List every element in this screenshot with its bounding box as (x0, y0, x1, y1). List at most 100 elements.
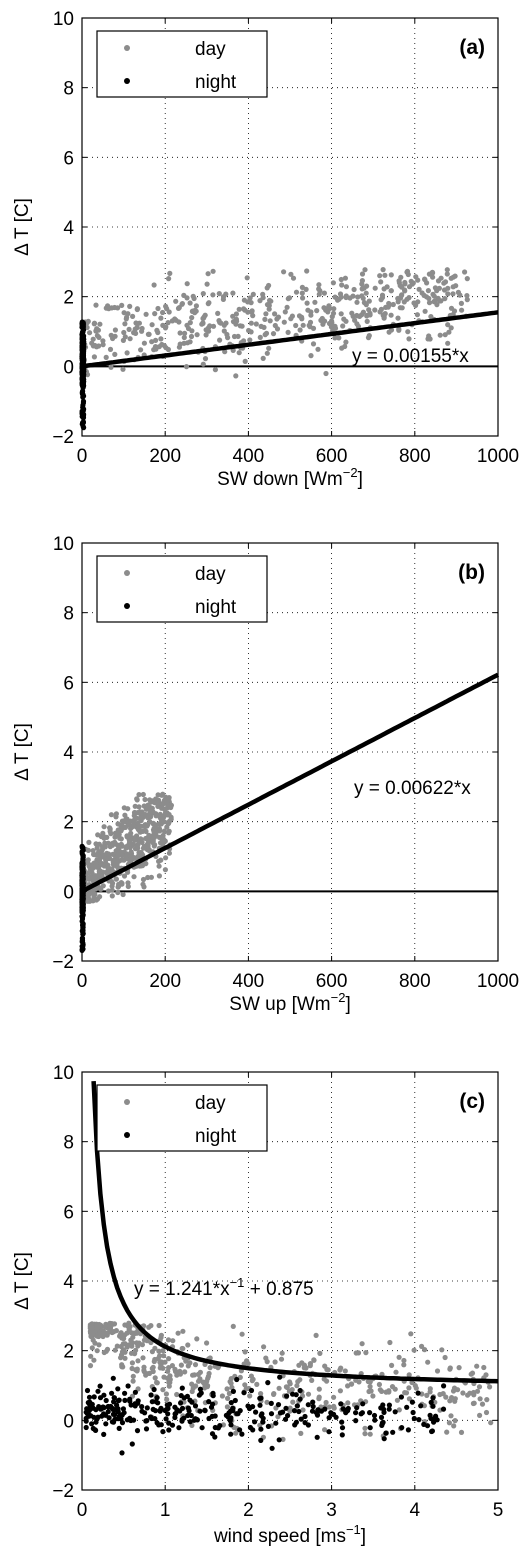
day-point-a (194, 332, 200, 338)
day-point-c (387, 1339, 393, 1346)
night-point-c (209, 1413, 215, 1419)
day-point-a (437, 298, 443, 304)
day-point-a (84, 372, 91, 378)
day-point-a (332, 294, 338, 300)
fit-equation-a: y = 0.00155*x (352, 346, 469, 367)
night-point-c (187, 1419, 193, 1425)
y-tick-label-b: −2 (52, 952, 74, 973)
night-point-c (252, 1419, 258, 1425)
day-point-c (396, 1407, 402, 1413)
day-point-b (102, 844, 108, 850)
day-point-c (207, 1365, 213, 1371)
day-point-c (421, 1403, 427, 1409)
night-point-c (134, 1428, 141, 1434)
day-point-a (414, 312, 420, 318)
night-point-c (339, 1425, 346, 1431)
day-point-a (172, 316, 178, 322)
day-point-b (131, 836, 138, 842)
day-point-c (447, 1398, 453, 1404)
night-point-c (116, 1425, 122, 1431)
day-point-a (336, 335, 342, 341)
day-point-b (156, 801, 162, 807)
day-point-a (120, 337, 126, 343)
day-point-b (118, 836, 124, 842)
night-point-c (237, 1408, 243, 1414)
day-point-a (237, 323, 243, 329)
day-point-a (246, 327, 252, 334)
day-point-a (359, 281, 365, 287)
day-point-a (396, 327, 402, 333)
night-point-c (228, 1422, 234, 1428)
day-point-c (298, 1430, 304, 1436)
day-point-a (432, 285, 438, 291)
day-point-a (126, 326, 132, 332)
day-point-a (121, 329, 127, 336)
night-point-c (109, 1390, 115, 1396)
day-point-c (114, 1343, 120, 1349)
night-point-c (353, 1410, 359, 1416)
legend-label-night-c: night (195, 1126, 237, 1147)
day-point-b (115, 827, 121, 833)
x-axis-label-b: SW up [Wm−2] (229, 990, 350, 1015)
day-point-c (158, 1332, 164, 1338)
day-point-b (140, 791, 146, 798)
day-point-a (205, 271, 211, 277)
day-point-a (184, 295, 190, 301)
day-point-c (338, 1365, 344, 1371)
day-point-a (90, 336, 96, 342)
day-point-c (245, 1361, 251, 1367)
day-point-c (257, 1422, 263, 1428)
day-point-c (476, 1384, 483, 1390)
night-point-c (228, 1400, 234, 1406)
x-tick-label-b: 800 (399, 971, 431, 992)
day-point-a (422, 308, 428, 314)
day-point-c (316, 1386, 322, 1392)
day-point-c (156, 1322, 162, 1329)
night-point-c (265, 1423, 271, 1429)
day-point-b (109, 887, 115, 893)
night-point-c (276, 1437, 282, 1443)
day-point-b (166, 830, 172, 836)
day-point-c (460, 1390, 466, 1396)
day-point-b (109, 893, 115, 899)
day-point-a (342, 275, 348, 281)
night-point-c (314, 1434, 320, 1440)
night-point-c (360, 1401, 366, 1407)
day-point-a (321, 290, 327, 296)
day-point-c (287, 1405, 293, 1411)
night-point-c (440, 1406, 447, 1412)
day-point-b (145, 836, 151, 843)
day-point-b (98, 886, 104, 892)
day-point-c (331, 1394, 337, 1400)
day-point-a (343, 318, 349, 324)
night-point-c (212, 1424, 218, 1431)
day-point-c (401, 1357, 407, 1364)
day-point-c (167, 1379, 173, 1386)
day-point-c (180, 1346, 186, 1352)
night-point-c (197, 1408, 203, 1414)
day-point-a (388, 288, 394, 294)
day-point-a (332, 335, 338, 341)
night-point-b (80, 940, 86, 946)
legend-marker-day-c (124, 1099, 130, 1105)
day-point-a (330, 280, 336, 286)
day-point-c (204, 1340, 210, 1346)
day-point-a (176, 319, 182, 325)
night-point-c (257, 1402, 263, 1408)
night-point-c (88, 1413, 94, 1419)
night-point-c (84, 1387, 91, 1394)
day-point-c (174, 1391, 180, 1398)
night-point-c (110, 1406, 116, 1412)
day-point-c (355, 1350, 362, 1356)
night-point-c (441, 1383, 447, 1389)
day-point-a (282, 309, 288, 315)
night-point-c (305, 1402, 311, 1408)
day-point-c (425, 1359, 431, 1365)
day-point-a (244, 275, 250, 281)
day-point-c (139, 1342, 145, 1348)
day-point-c (239, 1331, 245, 1337)
night-point-c (430, 1395, 436, 1401)
day-point-a (179, 301, 185, 307)
night-point-c (430, 1403, 436, 1409)
day-point-a (445, 340, 451, 346)
